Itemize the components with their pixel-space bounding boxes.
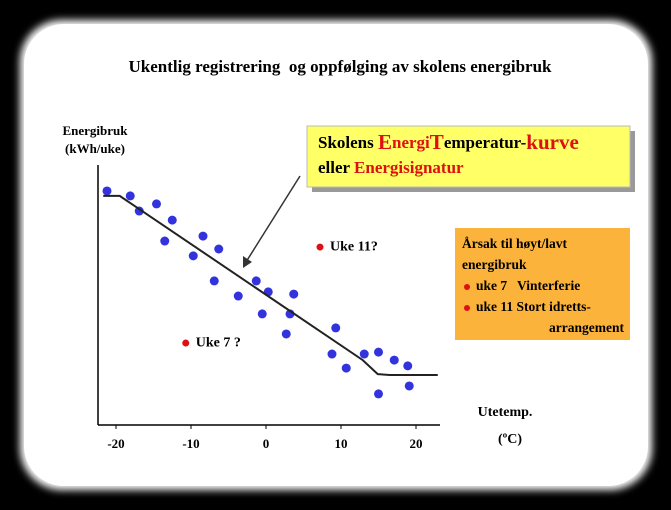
x-tick-label: 10 — [335, 436, 348, 451]
legend-text: arrangement — [549, 320, 624, 335]
data-point — [214, 244, 224, 254]
chart-title: Ukentlig registrering og oppfølging av s… — [129, 57, 553, 76]
arrow-head — [243, 256, 252, 268]
data-point — [182, 339, 190, 347]
callout-box — [306, 125, 631, 188]
callout-segment: nergi — [392, 133, 430, 152]
y-axis-label: Energibruk — [62, 123, 128, 138]
x-tick-label: -10 — [182, 436, 199, 451]
data-point — [374, 389, 383, 399]
x-tick-label: 0 — [263, 436, 270, 451]
legend-box — [455, 228, 630, 340]
fit-curve — [103, 194, 438, 376]
data-point — [125, 191, 135, 201]
data-point — [281, 329, 291, 339]
data-point — [134, 206, 144, 216]
legend-bullet — [464, 284, 470, 290]
callout-text: eller Energisignatur — [318, 158, 464, 177]
data-point — [327, 349, 337, 359]
point-label: Uke 7 ? — [196, 335, 241, 350]
legend-text: uke 11 Stort idretts- — [476, 299, 591, 314]
data-point — [331, 323, 341, 333]
data-point — [403, 361, 413, 371]
x-tick-label: 20 — [410, 436, 423, 451]
callout-segment: Skolens — [318, 133, 378, 152]
callout-segment: T — [430, 130, 444, 154]
data-point — [198, 231, 208, 241]
data-point — [102, 186, 112, 196]
callout-arrow — [245, 175, 301, 263]
callout-segment: kurve — [526, 130, 579, 154]
data-point — [289, 289, 299, 299]
data-point — [341, 363, 351, 373]
data-point — [316, 243, 324, 251]
callout-segment: eller — [318, 158, 354, 177]
x-axis-label: (ºC) — [498, 432, 522, 447]
data-point — [404, 381, 414, 391]
data-point — [233, 291, 243, 301]
data-point — [188, 251, 198, 261]
data-point — [374, 347, 383, 357]
data-point — [389, 355, 399, 365]
legend-text: energibruk — [462, 257, 527, 272]
callout-segment: Energisignatur — [354, 158, 464, 177]
data-point — [167, 215, 177, 225]
callout-text: Skolens EnergiTemperatur-kurve — [318, 130, 579, 154]
callout-segment: emperatur- — [444, 133, 527, 152]
data-point — [251, 276, 261, 286]
legend-bullet — [464, 305, 470, 311]
callout-segment: E — [378, 130, 392, 154]
point-label: Uke 11? — [330, 239, 378, 254]
data-point — [160, 236, 170, 246]
x-axis-label: Utetemp. — [478, 405, 533, 420]
data-point — [152, 199, 161, 209]
data-point — [359, 349, 369, 359]
data-point — [209, 276, 219, 286]
x-tick-label: -20 — [107, 436, 124, 451]
legend-text: Årsak til høyt/lavt — [462, 236, 568, 251]
y-axis-label: (kWh/uke) — [65, 141, 125, 156]
data-point — [257, 309, 267, 319]
legend-text: uke 7 Vinterferie — [476, 278, 580, 293]
